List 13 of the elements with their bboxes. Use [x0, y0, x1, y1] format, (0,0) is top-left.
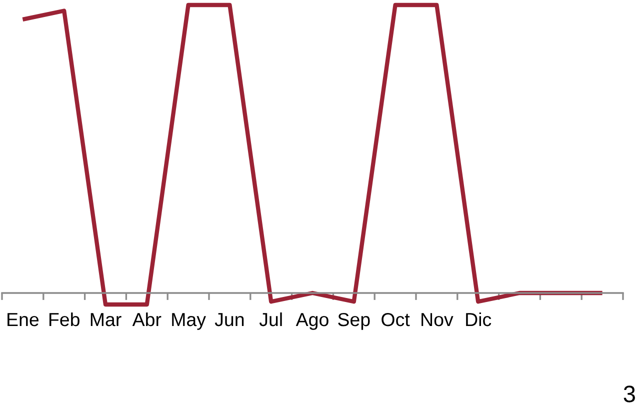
x-tick-label: Mar [90, 313, 122, 326]
x-tick-label: Nov [422, 313, 454, 326]
x-tick-label: Sep [338, 312, 370, 330]
x-tick-label: May [172, 313, 206, 330]
x-tick-label: Jul [259, 312, 282, 326]
x-tick-label: Jun [214, 313, 244, 326]
x-tick-label: Dic [466, 312, 492, 326]
x-tick-label: Abr [132, 312, 162, 326]
text: 3 [624, 386, 635, 402]
x-tick-label: Ago [296, 313, 328, 330]
x-tick-label: Feb [49, 312, 80, 326]
x-tick-label: Ene [8, 313, 39, 326]
x-tick-label: Oct [382, 312, 410, 326]
